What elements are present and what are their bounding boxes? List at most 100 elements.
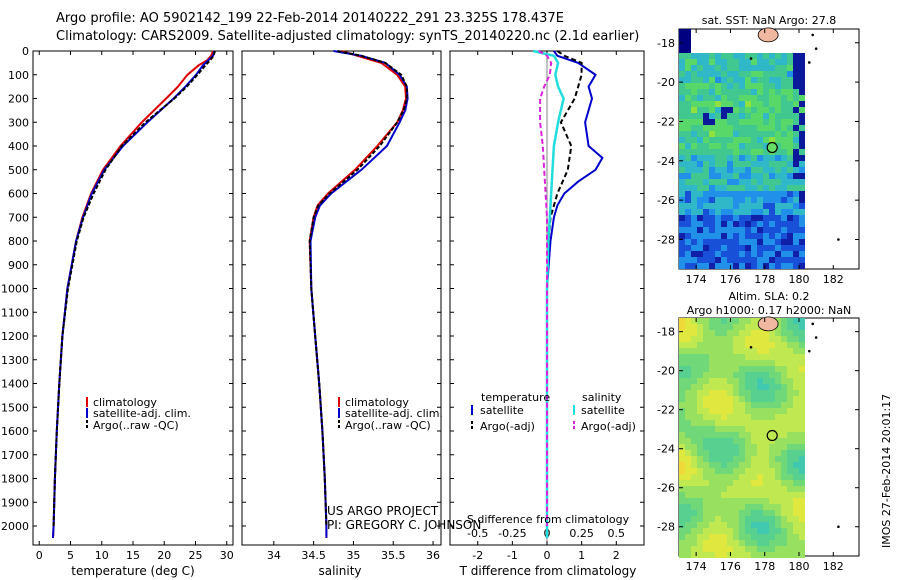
map-cell: [745, 89, 751, 95]
map-cell: [733, 215, 739, 221]
x-tick-label: 180: [789, 560, 810, 573]
map-cell: [769, 450, 775, 456]
map-cell: [775, 522, 781, 528]
map-cell: [709, 438, 715, 444]
map-cell: [727, 348, 733, 354]
map-cell: [781, 233, 787, 239]
map-cell: [679, 378, 685, 384]
map-cell: [691, 384, 697, 390]
map-cell: [799, 89, 805, 95]
map-cell: [697, 101, 703, 107]
y-tick-label: 800: [8, 235, 29, 248]
s-tick-label: 0.5: [608, 527, 626, 540]
map-cell: [793, 251, 799, 257]
map-cell: [787, 53, 793, 59]
map-cell: [739, 552, 745, 558]
map-cell: [733, 414, 739, 420]
map-cell: [745, 528, 751, 534]
map-cell: [787, 209, 793, 215]
map-cell: [769, 354, 775, 360]
map-cell: [691, 492, 697, 498]
map-cell: [787, 324, 793, 330]
map-cell: [685, 372, 691, 378]
map-cell: [793, 396, 799, 402]
map-cell: [727, 330, 733, 336]
map-cell: [793, 480, 799, 486]
map-cell: [757, 161, 763, 167]
map-cell: [757, 107, 763, 113]
map-cell: [757, 209, 763, 215]
map-cell: [745, 354, 751, 360]
map-cell: [745, 462, 751, 468]
map-cell: [733, 342, 739, 348]
map-cell: [697, 318, 703, 324]
map-cell: [709, 462, 715, 468]
map-cell: [703, 396, 709, 402]
map-cell: [757, 53, 763, 59]
map-cell: [685, 360, 691, 366]
map-cell: [799, 227, 805, 233]
map-cell: [793, 372, 799, 378]
map-cell: [697, 456, 703, 462]
map-cell: [715, 59, 721, 65]
map-cell: [787, 414, 793, 420]
map-cell: [691, 456, 697, 462]
map-cell: [787, 257, 793, 263]
map-cell: [715, 137, 721, 143]
map-cell: [793, 504, 799, 510]
map-cell: [709, 227, 715, 233]
map-cell: [703, 179, 709, 185]
map-cell: [769, 59, 775, 65]
map-cell: [799, 330, 805, 336]
map-cell: [799, 113, 805, 119]
map-cell: [781, 516, 787, 522]
map-cell: [775, 71, 781, 77]
map-cell: [757, 137, 763, 143]
map-cell: [745, 257, 751, 263]
map-cell: [679, 492, 685, 498]
map-cell: [739, 89, 745, 95]
map-cell: [691, 390, 697, 396]
map-cell: [691, 366, 697, 372]
map-cell: [745, 173, 751, 179]
map-cell: [697, 227, 703, 233]
map-cell: [709, 474, 715, 480]
map-cell: [775, 221, 781, 227]
map-cell: [691, 354, 697, 360]
map-cell: [721, 348, 727, 354]
small-island: [837, 238, 840, 241]
y-tick-label: 500: [8, 164, 29, 177]
map-cell: [715, 444, 721, 450]
map-cell: [775, 528, 781, 534]
map-cell: [703, 336, 709, 342]
map-cell: [751, 239, 757, 245]
map-cell: [787, 203, 793, 209]
map-cell: [739, 191, 745, 197]
map-cell: [685, 498, 691, 504]
map-cell: [739, 257, 745, 263]
map-cell: [733, 450, 739, 456]
map-cell: [739, 215, 745, 221]
map-cell: [691, 540, 697, 546]
map-cell: [757, 131, 763, 137]
map-cell: [685, 47, 691, 53]
map-cell: [751, 101, 757, 107]
map-cell: [745, 53, 751, 59]
map-cell: [727, 137, 733, 143]
map-cell: [751, 113, 757, 119]
map-cell: [781, 203, 787, 209]
map-cell: [775, 131, 781, 137]
map-cell: [685, 432, 691, 438]
map-cell: [763, 113, 769, 119]
map-cell: [715, 498, 721, 504]
map-cell: [715, 330, 721, 336]
map-cell: [775, 462, 781, 468]
map-cell: [685, 221, 691, 227]
map-cell: [745, 197, 751, 203]
map-cell: [721, 426, 727, 432]
map-cell: [721, 492, 727, 498]
map-cell: [799, 396, 805, 402]
map-cell: [733, 167, 739, 173]
map-cell: [697, 432, 703, 438]
map-cell: [733, 149, 739, 155]
